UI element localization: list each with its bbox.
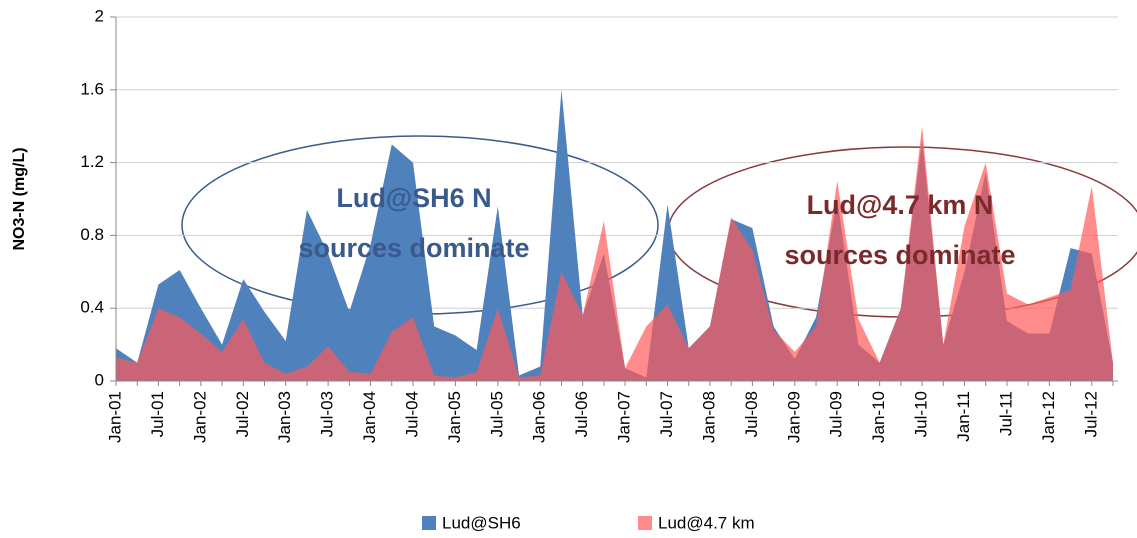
x-tick-label: Jan-08 [699, 391, 718, 443]
x-tick-label: Jul-10 [912, 391, 931, 437]
x-tick-label: Jul-04 [402, 391, 421, 437]
y-tick-label: 0.4 [80, 298, 104, 317]
y-tick-label: 1.2 [80, 152, 104, 171]
x-tick-label: Jul-06 [572, 391, 591, 437]
x-tick-label: Jan-04 [360, 391, 379, 443]
x-tick-label: Jan-11 [954, 391, 973, 442]
y-tick-label: 2 [95, 6, 104, 25]
x-tick-label: Jan-05 [445, 391, 464, 443]
legend-swatch [638, 516, 652, 530]
x-tick-label: Jan-12 [1039, 391, 1058, 443]
x-tick-label: Jul-09 [827, 391, 846, 437]
x-tick-label: Jan-10 [869, 391, 888, 443]
area [116, 126, 1113, 381]
x-tick-label: Jul-11 [996, 391, 1015, 436]
legend-label: Lud@4.7 km [658, 513, 755, 532]
x-tick-label: Jan-06 [530, 391, 549, 443]
x-tick-label: Jan-03 [275, 391, 294, 443]
annotation: Lud@SH6 N [336, 183, 491, 213]
legend-label: Lud@SH6 [442, 513, 521, 532]
x-tick-label: Jul-02 [233, 391, 252, 437]
x-tick-label: Jan-02 [190, 391, 209, 443]
legend-swatch [422, 516, 436, 530]
x-tick-label: Jan-01 [105, 391, 124, 443]
x-tick-label: Jul-03 [318, 391, 337, 437]
x-tick-label: Jan-09 [784, 391, 803, 443]
x-tick-label: Jul-01 [148, 391, 167, 437]
y-tick-label: 0.8 [80, 225, 104, 244]
x-tick-label: Jan-07 [615, 391, 634, 443]
y-tick-label: 1.6 [80, 79, 104, 98]
y-axis-label: NO3-N (mg/L) [11, 147, 28, 250]
x-tick-label: Jul-05 [487, 391, 506, 437]
annotation: sources dominate [784, 240, 1015, 270]
x-tick-label: Jul-12 [1081, 391, 1100, 437]
area [116, 89, 1113, 382]
annotation: sources dominate [298, 233, 529, 263]
y-tick-label: 0 [95, 370, 104, 389]
x-tick-label: Jul-07 [657, 391, 676, 437]
x-tick-label: Jul-08 [742, 391, 761, 437]
annotation: Lud@4.7 km N [807, 190, 994, 220]
